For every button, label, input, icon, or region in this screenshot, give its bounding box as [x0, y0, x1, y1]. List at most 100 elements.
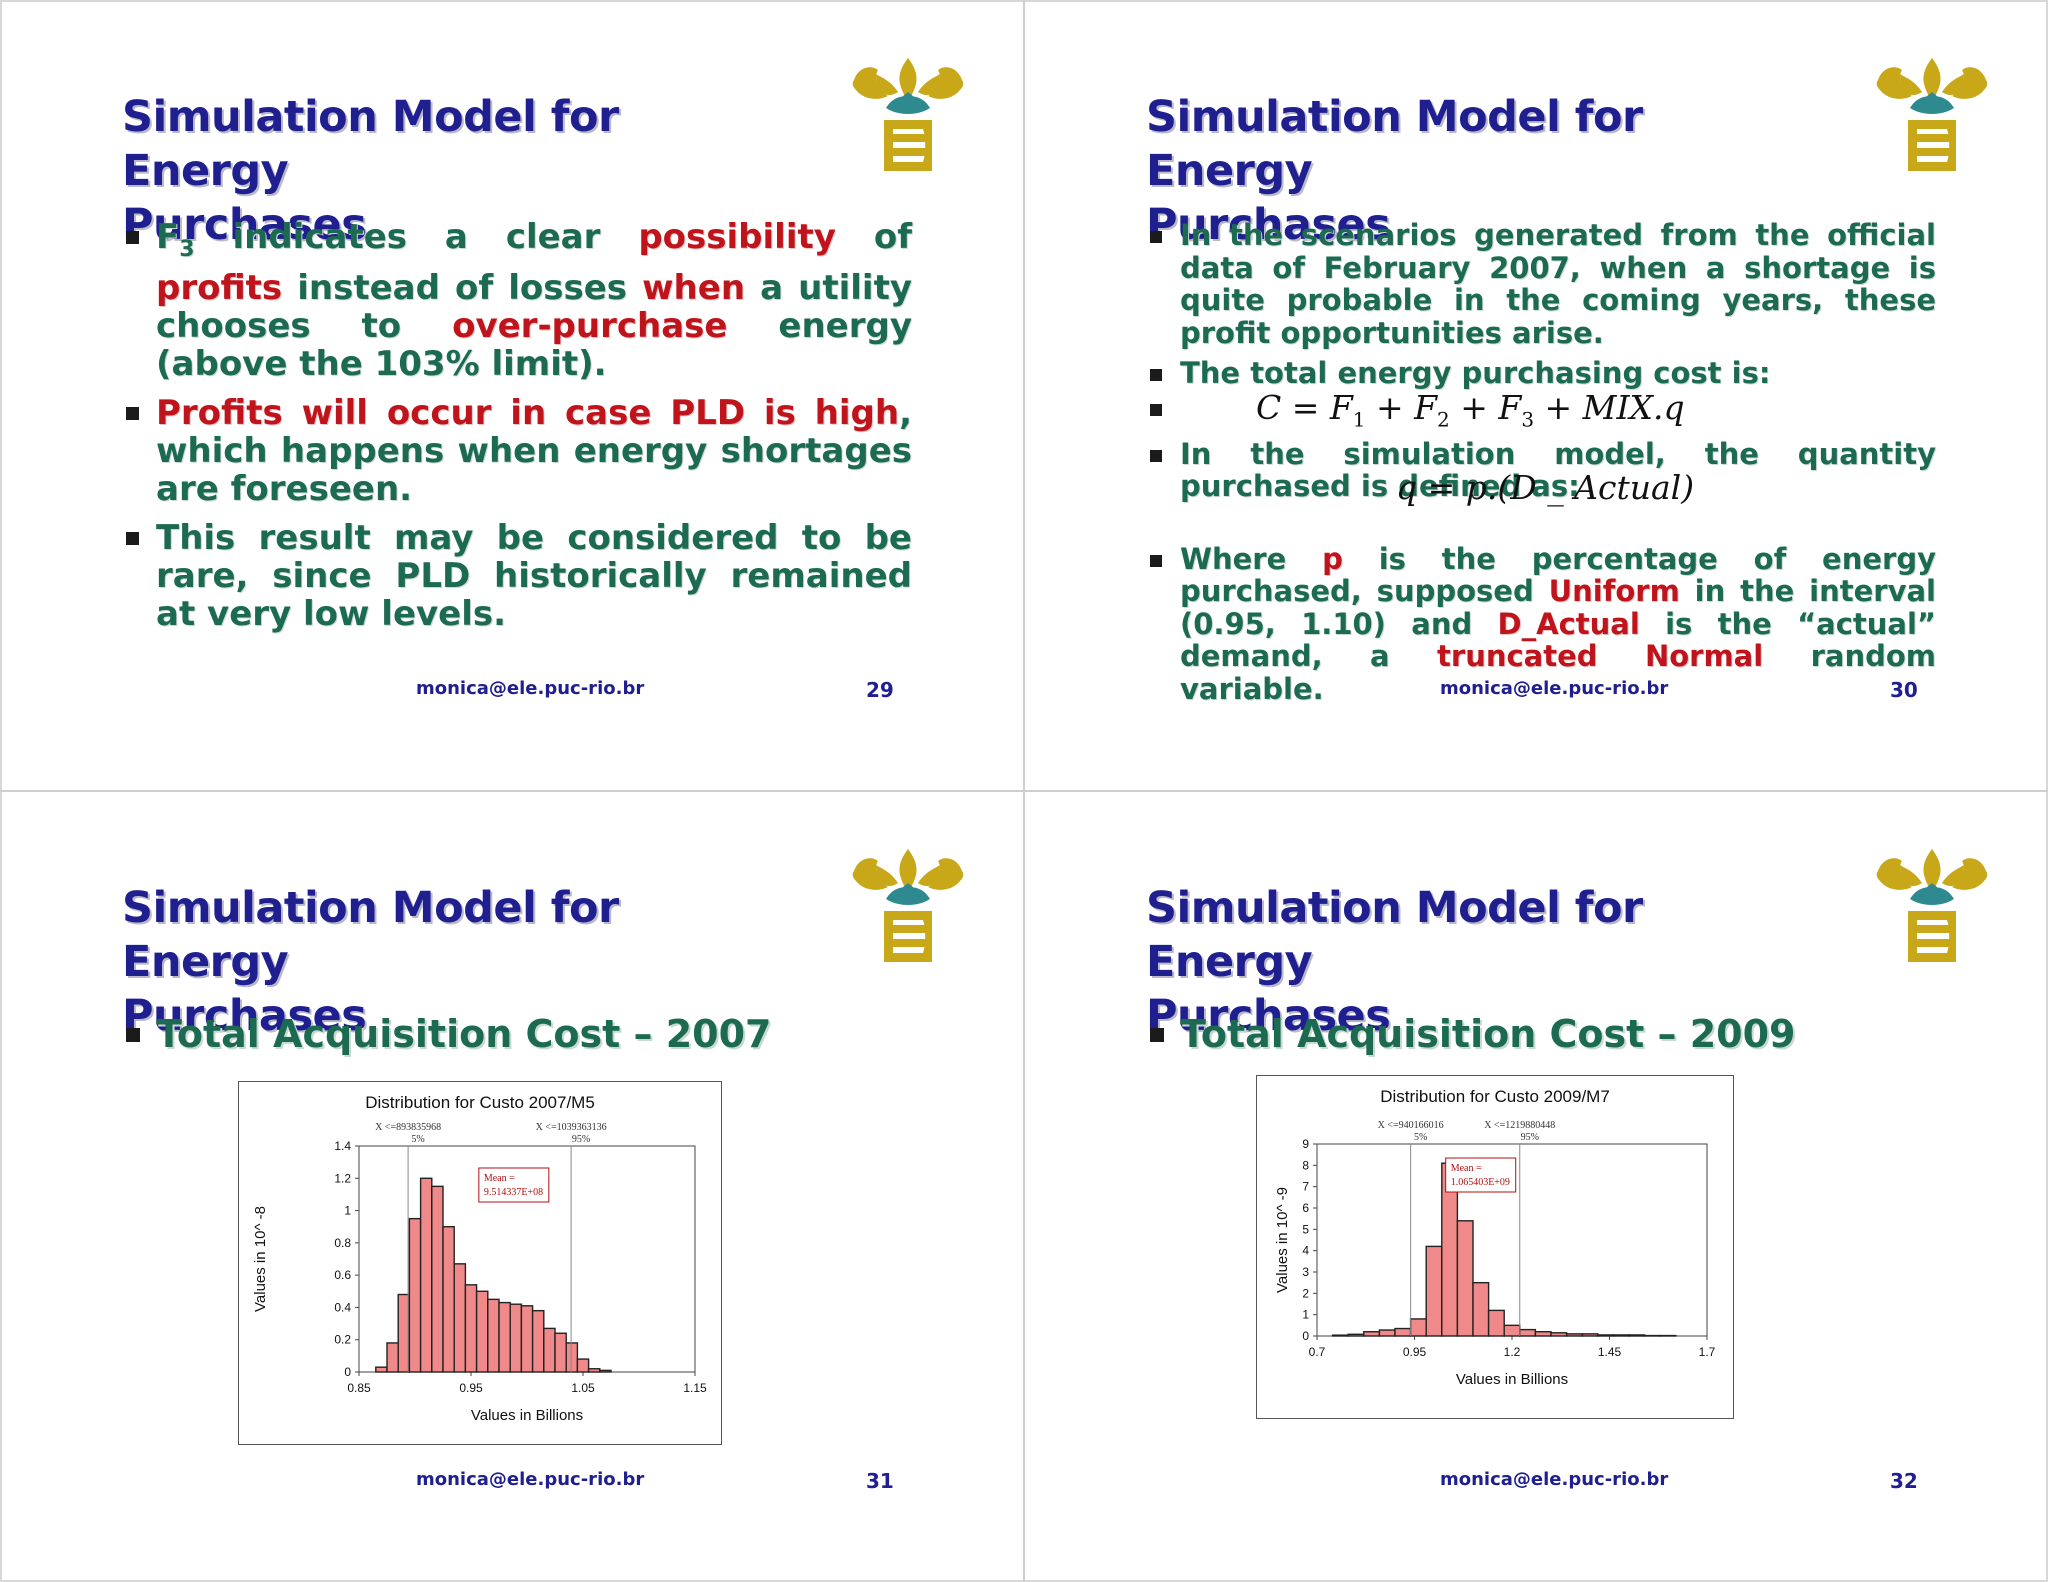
- highlight-text: Profits will occur in case PLD is high: [156, 392, 900, 433]
- y-tick-label: 8: [1302, 1158, 1309, 1172]
- y-tick-label: 9: [1302, 1137, 1309, 1151]
- percentile-pct: 5%: [1414, 1132, 1427, 1143]
- histogram-bar: [1472, 1281, 1490, 1337]
- y-tick-label: 1: [1302, 1308, 1309, 1322]
- histogram-bar: [1612, 1334, 1630, 1337]
- highlight-text: over-purchase: [452, 305, 728, 346]
- formula-sub: 1: [1352, 407, 1366, 432]
- footer-email: monica@ele.puc-rio.br: [1440, 678, 1669, 699]
- highlight-text: truncated Normal: [1437, 639, 1764, 674]
- y-axis-label: Values in 10^ -8: [252, 1206, 269, 1312]
- title-line-2: Purchases: [1146, 200, 1391, 250]
- chart-title: Distribution for Custo 2009/M7: [1380, 1087, 1610, 1106]
- iei-logo-icon: [848, 58, 968, 186]
- y-tick-label: 1.4: [334, 1139, 351, 1153]
- footer-email: monica@ele.puc-rio.br: [416, 678, 645, 699]
- formula-part: + MIX.q: [1534, 387, 1685, 427]
- histogram-bar: [1347, 1333, 1365, 1337]
- histogram-bar: [1597, 1334, 1615, 1337]
- histogram-bar: [1550, 1332, 1568, 1337]
- bullet-text: Where: [1180, 541, 1323, 576]
- title-line-1: Simulation Model for Energy: [122, 883, 619, 987]
- section-bullet: Total Acquisition Cost – 2007: [122, 1012, 771, 1056]
- page-number: 29: [866, 678, 894, 702]
- highlight-text: Uniform: [1548, 574, 1680, 609]
- y-tick-label: 3: [1302, 1265, 1309, 1279]
- bullet-text: This result may be considered to be rare…: [156, 517, 912, 634]
- x-tick-label: 0.7: [1309, 1345, 1326, 1359]
- slide-title: Simulation Model for Energy Purchases: [1146, 881, 1796, 1043]
- histogram-bar: [1425, 1245, 1443, 1337]
- histogram-bar: [1581, 1333, 1599, 1337]
- slide-title: Simulation Model for Energy Purchases: [122, 881, 772, 1043]
- bullet-text: , which happens when energy shortages ar…: [156, 392, 912, 509]
- mean-label: Mean =: [484, 1173, 515, 1184]
- y-tick-label: 1: [344, 1204, 351, 1218]
- histogram-bar: [487, 1298, 500, 1373]
- percentile-pct: 95%: [572, 1134, 590, 1145]
- slide-title: Simulation Model for Energy Purchases: [122, 90, 772, 252]
- histogram-bar: [498, 1301, 511, 1373]
- mean-value: 9.514337E+08: [484, 1187, 543, 1198]
- title-line-1: Simulation Model for Energy: [1146, 92, 1643, 196]
- iei-logo-icon: [848, 849, 968, 977]
- title-line-2: Purchases: [1146, 991, 1391, 1041]
- section-bullet: Total Acquisition Cost – 2009: [1146, 1012, 1795, 1056]
- title-line-1: Simulation Model for Energy: [1146, 883, 1643, 987]
- y-tick-label: 0: [344, 1365, 351, 1379]
- x-tick-label: 1.15: [683, 1381, 707, 1395]
- formula-sub: 3: [1521, 407, 1535, 432]
- iei-logo-icon: [1872, 58, 1992, 186]
- y-tick-label: 4: [1302, 1244, 1309, 1258]
- bullet-text: instead of losses: [282, 267, 643, 308]
- histogram-bar: [1503, 1324, 1521, 1337]
- histogram-bar: [576, 1358, 590, 1373]
- histogram-bar: [442, 1226, 455, 1373]
- chart-2007: Distribution for Custo 2007/M5 0 0.2 0.4 0.6…: [238, 1081, 722, 1445]
- highlight-text: possibility: [638, 217, 836, 257]
- y-tick-label: 0: [1302, 1329, 1309, 1343]
- mean-label: Mean =: [1451, 1163, 1482, 1174]
- title-line-2: Purchases: [122, 991, 367, 1041]
- page-number: 30: [1890, 678, 1918, 702]
- histogram-bar: [1378, 1329, 1396, 1337]
- slide-title: Simulation Model for Energy Purchases: [1146, 90, 1796, 252]
- percentile-pct: 95%: [1521, 1132, 1539, 1143]
- cost-formula: C = F1 + F2 + F3 + MIX.q: [1256, 387, 1685, 432]
- y-tick-label: 0.6: [334, 1268, 351, 1282]
- formula-part: + F: [1449, 387, 1522, 427]
- bullet-text: The total energy purchasing cost is:: [1180, 356, 1771, 390]
- title-line-1: Simulation Model for Energy: [122, 92, 619, 196]
- bullet-text: indicates a clear: [194, 217, 639, 257]
- y-axis-label: Values in 10^ -9: [1274, 1187, 1291, 1293]
- bullet-text: of: [835, 217, 912, 257]
- formula-line: C = F1 + F2 + F3 + MIX.q: [1146, 391, 1936, 436]
- histogram-bar: [565, 1342, 579, 1373]
- quantity-formula: q = p.(D _ Actual): [1396, 467, 1695, 507]
- chart-2009: Distribution for Custo 2009/M7 0 1 2 3 4 5 6 7 8 9…: [1256, 1075, 1734, 1419]
- histogram-bar: [1363, 1331, 1381, 1337]
- histogram-bar: [587, 1368, 601, 1373]
- bullet-text: In the scenarios generated from the offi…: [1180, 218, 1936, 350]
- histogram-bar: [419, 1177, 433, 1373]
- y-tick-label: 5: [1302, 1222, 1309, 1236]
- bullet-text: a utility chooses to: [156, 267, 912, 346]
- histogram-bar: [1331, 1334, 1349, 1337]
- percentile-label: X <=893835968: [375, 1122, 441, 1133]
- slide-31: Simulation Model for Energy Purchases To…: [0, 791, 1024, 1582]
- percentile-pct: 5%: [411, 1134, 424, 1145]
- x-tick-label: 1.2: [1504, 1345, 1521, 1359]
- histogram-bar: [475, 1290, 489, 1373]
- histogram-bar: [386, 1342, 399, 1373]
- bullet-text: random variable.: [1180, 639, 1936, 706]
- histogram-bar: [431, 1185, 444, 1373]
- y-tick-label: 0.2: [334, 1333, 351, 1347]
- bullet-item: Profits will occur in case PLD is high, …: [122, 394, 912, 508]
- x-axis-label: Values in Billions: [1456, 1371, 1568, 1388]
- x-tick-label: 1.05: [571, 1381, 595, 1395]
- footer-email: monica@ele.puc-rio.br: [1440, 1469, 1669, 1490]
- histogram-bar: [1487, 1309, 1505, 1337]
- histogram-bar: [1519, 1328, 1537, 1337]
- slide-30: Simulation Model for Energy Purchases In…: [1024, 0, 2048, 791]
- bullet-text: is the “actual” demand, a: [1180, 606, 1936, 674]
